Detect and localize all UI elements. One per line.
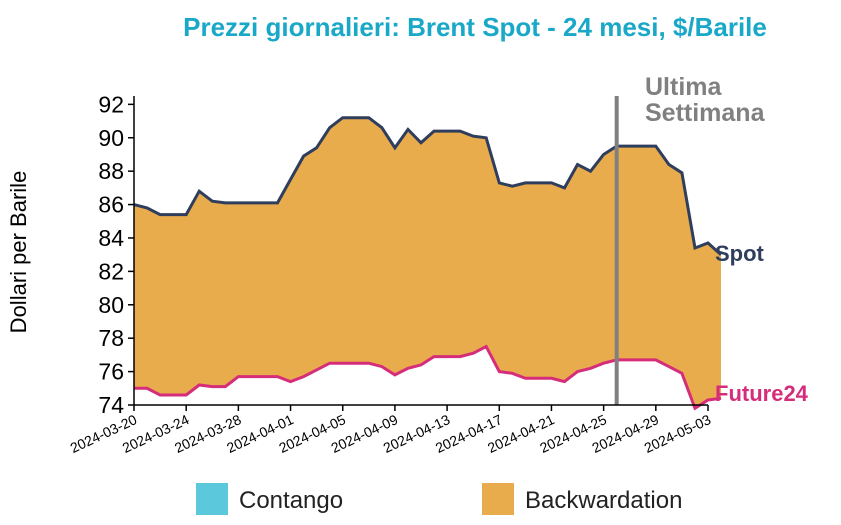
y-tick-label: 86 [98,192,124,218]
spot-series-label: Spot [715,241,765,266]
y-tick-label: 80 [98,292,124,318]
annotation-line1: Ultima [645,73,723,101]
legend-label-contango: Contango [239,487,343,514]
plot-area: 74 76 78 80 82 84 86 88 90 92 2024-03-202024-03-2… [68,91,723,456]
y-tick-label: 84 [98,225,124,251]
spot-line [133,116,723,256]
legend: Contango Backwardation [196,483,682,515]
annotation-line2: Settimana [645,99,766,127]
future24-line [134,344,722,411]
y-tick-label: 74 [98,392,124,418]
legend-swatch-backwardation [482,483,514,515]
chart-title: Prezzi giornalieri: Brent Spot - 24 mesi… [183,12,767,42]
y-tick-label: 90 [98,125,124,151]
x-ticks: 2024-03-202024-03-242024-03-282024-04-01… [68,405,713,456]
y-tick-label: 92 [98,91,124,117]
y-tick-label: 82 [98,258,124,284]
y-tick-label: 88 [98,158,124,184]
y-ticks: 74 76 78 80 82 84 86 88 90 92 [98,91,134,418]
y-tick-label: 78 [98,325,124,351]
y-tick-label: 76 [98,359,124,385]
backwardation-area [134,117,721,409]
legend-label-backwardation: Backwardation [525,487,682,514]
legend-swatch-contango [196,483,228,515]
future24-series-label: Future24 [715,381,809,406]
y-axis-label: Dollari per Barile [6,171,31,334]
